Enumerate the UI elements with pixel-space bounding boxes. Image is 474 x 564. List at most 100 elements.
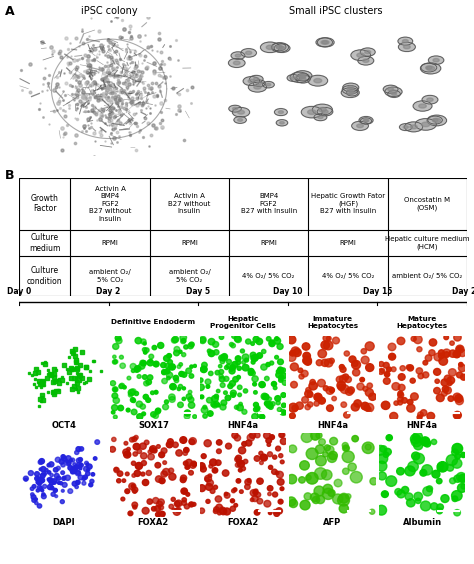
Circle shape <box>73 468 77 472</box>
Circle shape <box>79 463 83 468</box>
Circle shape <box>146 398 151 403</box>
Circle shape <box>328 490 335 496</box>
Circle shape <box>171 497 175 501</box>
Circle shape <box>155 512 160 517</box>
Circle shape <box>235 336 241 342</box>
Circle shape <box>314 486 324 496</box>
Circle shape <box>329 387 335 393</box>
Circle shape <box>305 390 312 398</box>
Circle shape <box>38 482 41 485</box>
Circle shape <box>321 359 328 367</box>
Circle shape <box>435 379 439 384</box>
Circle shape <box>234 435 241 441</box>
Circle shape <box>383 378 390 384</box>
Circle shape <box>219 369 224 374</box>
Circle shape <box>113 343 119 350</box>
Circle shape <box>115 335 121 341</box>
Circle shape <box>179 363 182 366</box>
Circle shape <box>73 471 76 474</box>
Circle shape <box>383 452 389 457</box>
Circle shape <box>280 121 284 124</box>
Circle shape <box>188 343 193 349</box>
Circle shape <box>174 378 179 383</box>
Circle shape <box>237 460 240 463</box>
Circle shape <box>147 375 153 380</box>
Circle shape <box>423 487 432 496</box>
Circle shape <box>311 431 320 440</box>
Circle shape <box>343 468 349 474</box>
Circle shape <box>303 356 311 364</box>
Circle shape <box>392 382 400 390</box>
Circle shape <box>91 473 95 476</box>
Circle shape <box>291 77 296 80</box>
Circle shape <box>38 460 43 464</box>
Circle shape <box>243 77 260 86</box>
Circle shape <box>167 439 173 444</box>
Circle shape <box>35 498 37 501</box>
Circle shape <box>42 472 46 475</box>
Circle shape <box>47 464 51 467</box>
Circle shape <box>53 479 57 483</box>
Circle shape <box>44 473 46 475</box>
Circle shape <box>419 104 426 108</box>
Circle shape <box>280 433 285 438</box>
Circle shape <box>314 401 319 406</box>
Circle shape <box>189 438 196 444</box>
Circle shape <box>153 497 159 504</box>
Circle shape <box>269 341 275 347</box>
Circle shape <box>180 437 187 443</box>
Circle shape <box>415 118 437 130</box>
Circle shape <box>330 437 337 445</box>
Circle shape <box>250 498 254 501</box>
Circle shape <box>351 50 371 60</box>
Circle shape <box>169 364 175 370</box>
Circle shape <box>321 41 328 44</box>
Circle shape <box>73 462 76 466</box>
Circle shape <box>87 469 90 472</box>
Circle shape <box>210 489 215 494</box>
Circle shape <box>274 511 280 517</box>
Circle shape <box>68 466 73 470</box>
Circle shape <box>276 46 283 49</box>
Circle shape <box>318 397 325 404</box>
Circle shape <box>111 404 118 411</box>
Circle shape <box>454 509 460 516</box>
Circle shape <box>266 402 273 408</box>
Circle shape <box>56 476 61 481</box>
Circle shape <box>235 356 241 361</box>
Circle shape <box>133 452 137 456</box>
Circle shape <box>305 404 310 410</box>
Circle shape <box>268 492 271 496</box>
Circle shape <box>207 349 211 353</box>
Circle shape <box>114 360 118 364</box>
Circle shape <box>165 363 169 368</box>
Circle shape <box>264 500 271 507</box>
Circle shape <box>65 460 69 463</box>
Circle shape <box>141 472 145 476</box>
Circle shape <box>248 371 253 376</box>
Circle shape <box>207 398 212 403</box>
Circle shape <box>245 484 250 490</box>
Circle shape <box>339 364 345 369</box>
Circle shape <box>248 82 266 92</box>
Circle shape <box>253 80 265 86</box>
Circle shape <box>316 38 332 47</box>
Circle shape <box>206 385 210 388</box>
Circle shape <box>365 50 371 54</box>
Circle shape <box>182 338 186 343</box>
Circle shape <box>327 405 333 411</box>
Circle shape <box>350 472 362 483</box>
Circle shape <box>299 374 304 379</box>
Circle shape <box>168 468 173 473</box>
Circle shape <box>364 120 368 122</box>
Circle shape <box>276 369 281 374</box>
Circle shape <box>264 401 270 406</box>
Circle shape <box>266 337 271 341</box>
Circle shape <box>83 466 89 472</box>
Circle shape <box>441 495 449 503</box>
Circle shape <box>339 504 348 513</box>
Circle shape <box>72 481 77 486</box>
Circle shape <box>242 360 246 364</box>
Circle shape <box>253 382 256 386</box>
Circle shape <box>304 358 311 365</box>
